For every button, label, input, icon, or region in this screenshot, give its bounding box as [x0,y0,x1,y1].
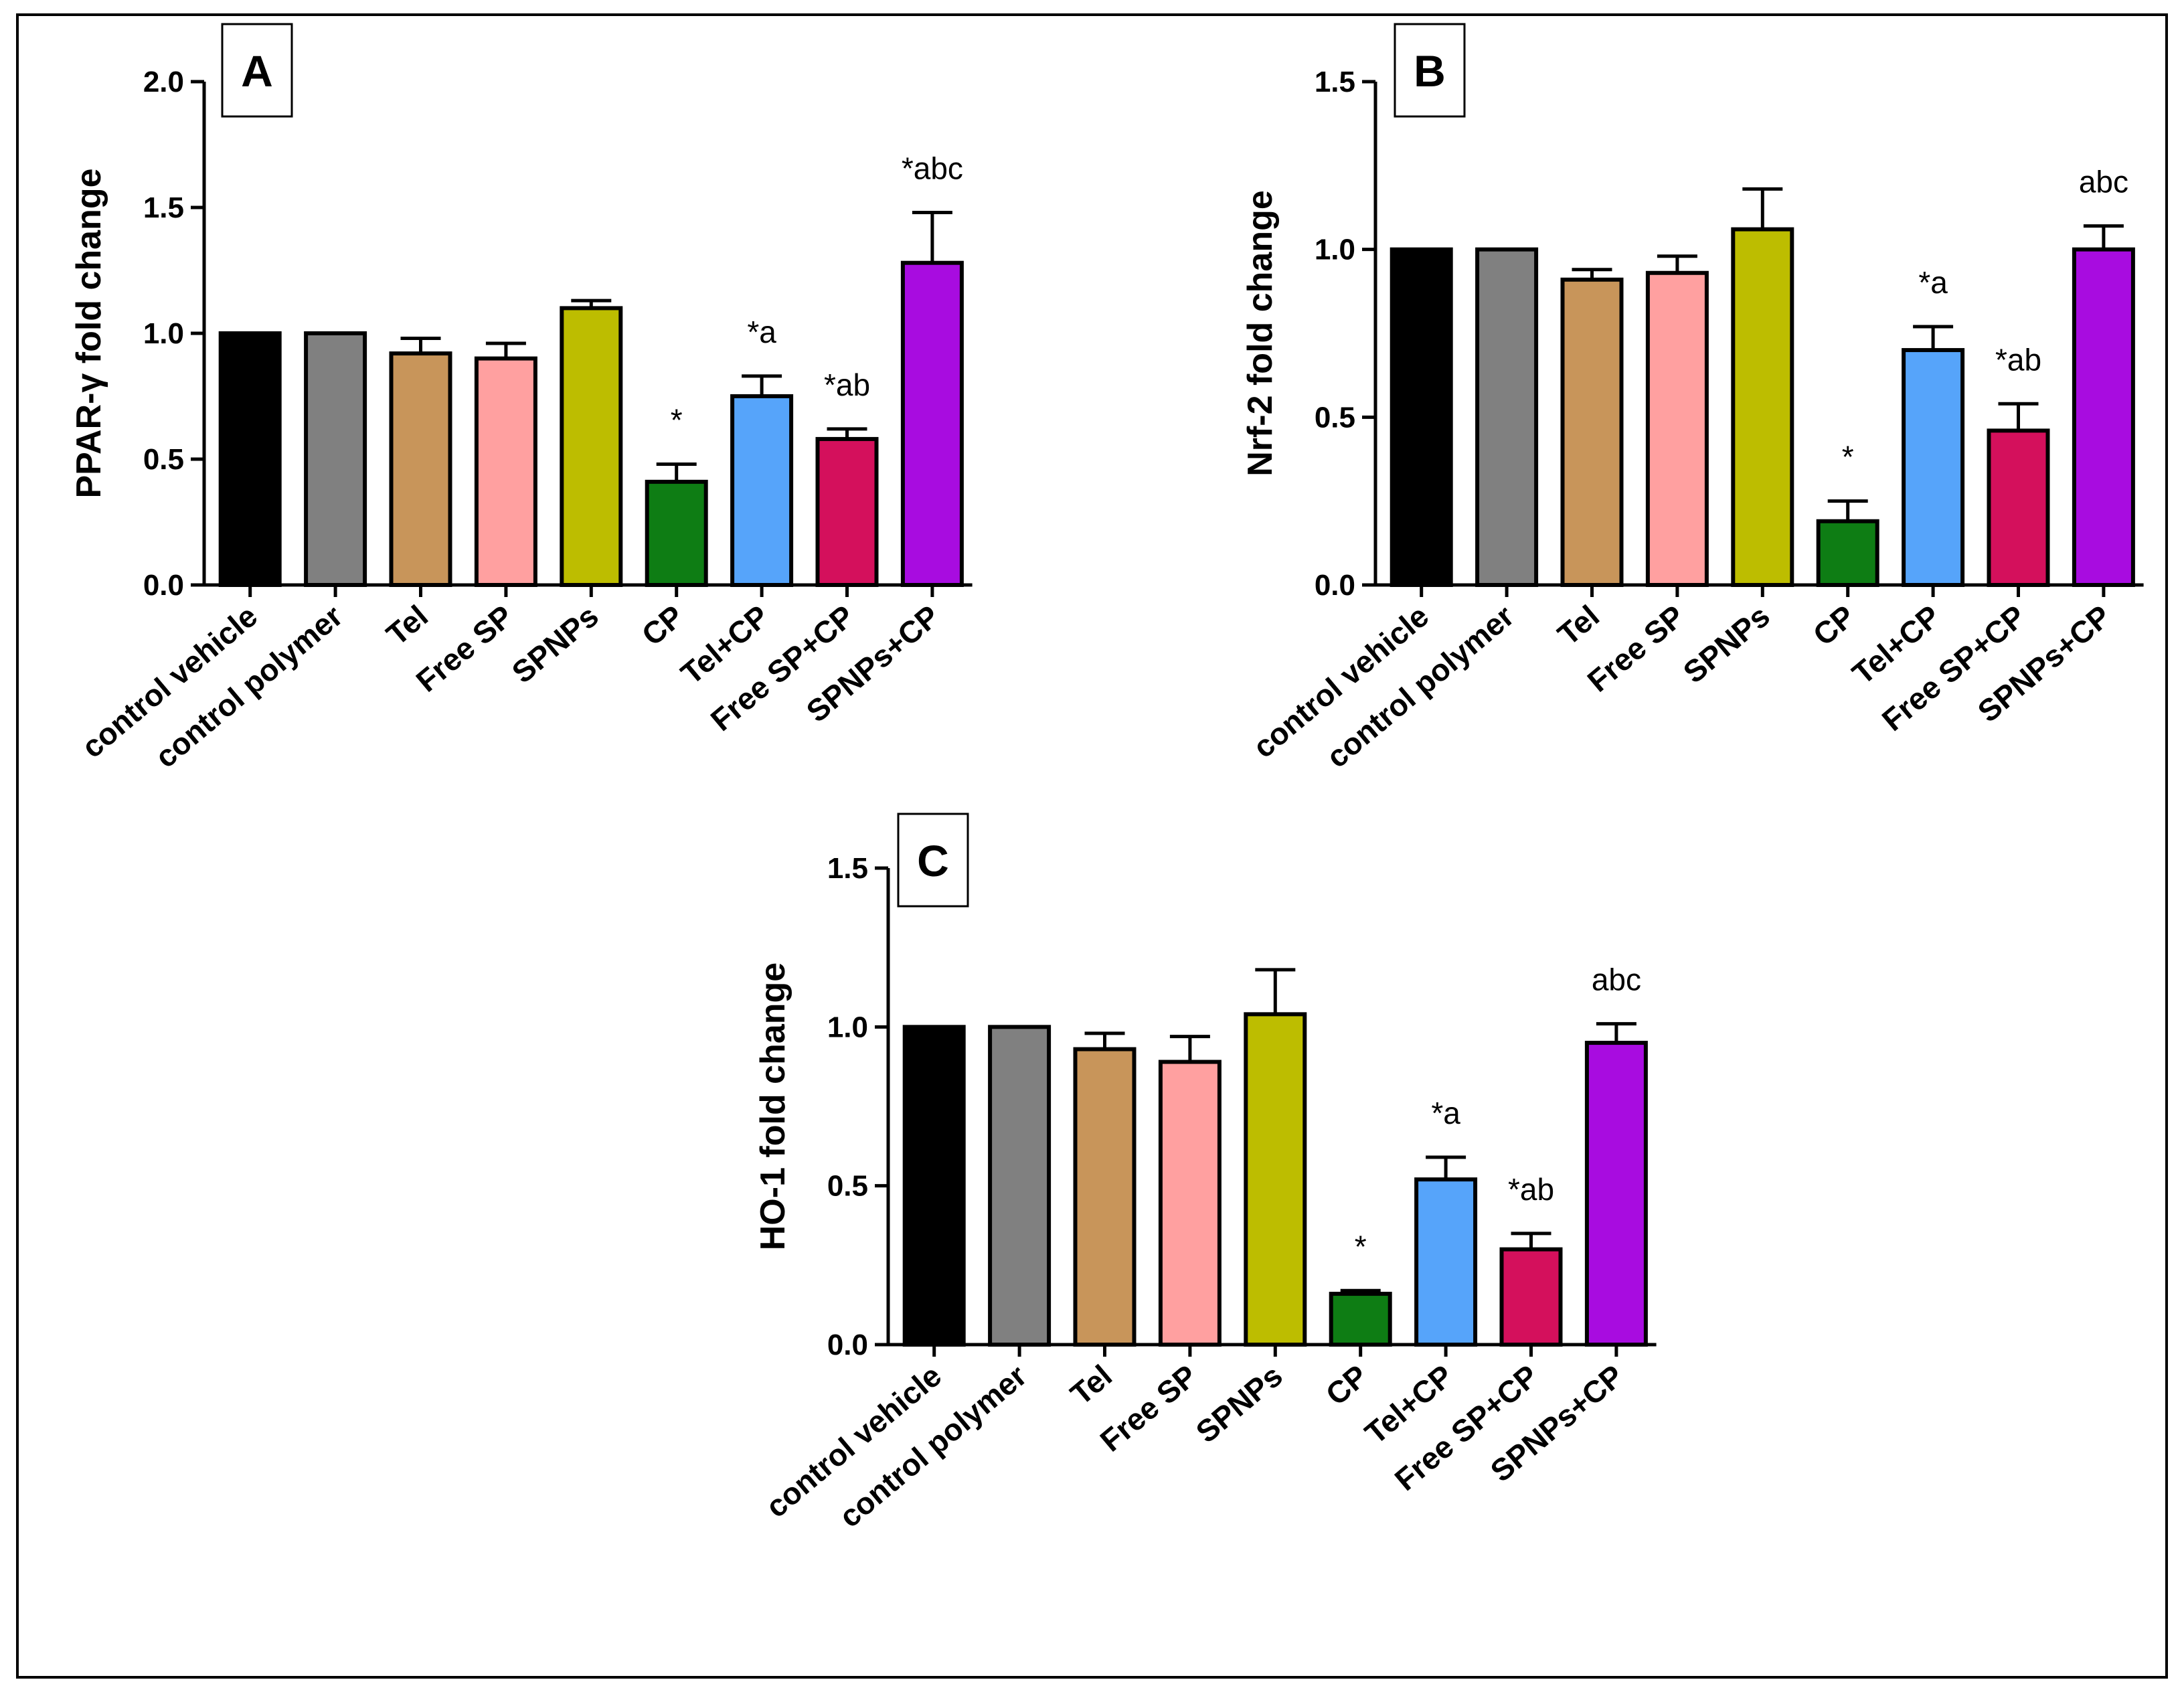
bar [1645,270,1709,587]
y-axis-label: PPAR-γ fold change [70,168,108,498]
significance-label: * [1355,1229,1367,1264]
y-tick-label: 1.0 [827,1011,868,1043]
bar [730,394,794,587]
bar [1244,1012,1307,1347]
bar [988,1025,1052,1347]
bar [474,356,537,587]
bar [1560,277,1624,587]
bar [1731,227,1794,587]
significance-label: abc [1592,962,1641,997]
y-tick-label: 0.0 [1315,569,1355,602]
y-tick-label: 1.5 [827,852,868,885]
y-axis-label: HO-1 fold change [754,962,792,1250]
y-tick-label: 1.5 [143,191,184,224]
bar [389,351,452,588]
bar [560,306,623,587]
panel-letter-box [897,813,969,908]
significance-label: *ab [824,367,870,402]
y-tick-label: 0.5 [1315,401,1355,434]
significance-label: *abc [902,151,963,186]
panel-letter: C [917,836,949,885]
y-tick-label: 1.5 [1315,66,1355,98]
bar [902,1025,966,1347]
significance-label: *a [1918,265,1948,300]
bar [1499,1247,1563,1347]
bar [1902,348,1965,587]
bar [1414,1177,1478,1347]
bar [2072,247,2135,587]
figure-border [16,13,2168,1679]
significance-label: abc [2079,165,2128,199]
y-tick-label: 0.0 [827,1329,868,1361]
y-tick-label: 1.0 [143,317,184,350]
bar [900,260,964,587]
y-tick-label: 0.5 [827,1170,868,1203]
bar [1158,1060,1222,1347]
bar [304,331,367,587]
significance-label: *ab [1508,1172,1554,1207]
significance-label: * [671,403,683,438]
bar [1073,1047,1137,1347]
bar [1816,519,1879,587]
bar [1390,247,1453,587]
significance-label: *a [1431,1096,1460,1130]
panel-letter-box [1394,23,1466,118]
panel-letter: A [241,46,273,96]
y-tick-label: 0.0 [143,569,184,602]
panel-letter: B [1414,46,1446,96]
y-axis-label: Nrf-2 fold change [1241,190,1280,477]
y-tick-label: 0.5 [143,443,184,476]
bar [815,436,879,587]
y-tick-label: 2.0 [143,66,184,98]
y-tick-label: 1.0 [1315,234,1355,266]
bar [1329,1292,1392,1347]
significance-label: *ab [1995,342,2041,377]
bar [645,479,708,588]
bar [1584,1041,1648,1347]
bar [1987,428,2050,587]
bar [218,331,282,587]
panel-letter-box [221,23,293,118]
significance-label: * [1842,440,1854,475]
significance-label: *a [747,315,776,349]
bar [1475,247,1539,587]
